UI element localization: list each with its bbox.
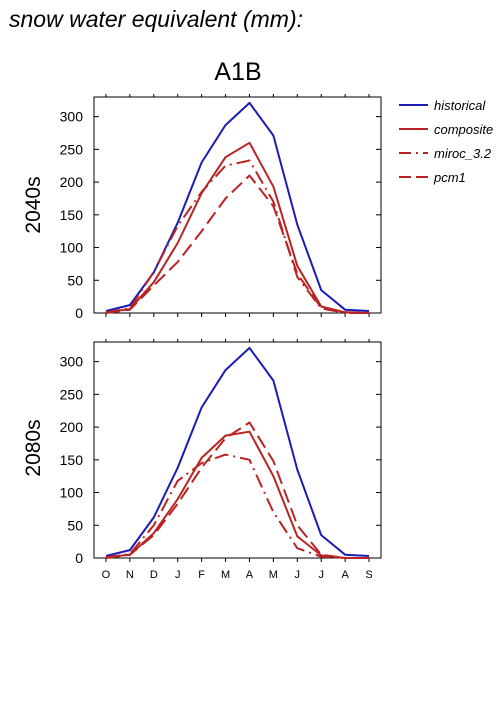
plot-frame <box>93 341 382 559</box>
legend-label-miroc-3-2: miroc_3.2 <box>434 146 492 161</box>
series-line-composite <box>105 141 370 314</box>
x-tick-label: J <box>175 569 181 581</box>
figure-title: snow water equivalent (mm): <box>9 6 303 32</box>
x-tick-label: S <box>365 569 372 581</box>
panel-2040s: 0 50 100 150 200 250 300 2040s <box>22 94 382 321</box>
series-line-pcm1 <box>105 421 369 559</box>
x-tick-label: F <box>198 569 205 581</box>
legend-label-composite: composite <box>434 122 493 137</box>
y-tick-label: 300 <box>60 109 84 125</box>
x-tick-label: N <box>126 569 134 581</box>
y-tick-label: 50 <box>67 517 83 533</box>
x-tick-label: D <box>150 569 158 581</box>
panel-2080s: 0 50 100 150 200 250 300 O N D J F M A M J J A S 2080s <box>22 339 382 581</box>
plot-frame <box>93 96 382 314</box>
legend-label-historical: historical <box>434 98 486 113</box>
y-tick-label: 0 <box>75 550 83 566</box>
y-tick-label: 250 <box>60 386 84 402</box>
x-tick-label: M <box>269 569 278 581</box>
panel-label: 2040s <box>22 176 45 233</box>
y-tick-label: 200 <box>60 174 84 190</box>
y-tick-label: 200 <box>60 419 84 435</box>
x-tick-label: M <box>221 569 230 581</box>
legend-label-pcm1: pcm1 <box>433 170 466 185</box>
scenario-title: A1B <box>214 58 261 86</box>
y-tick-label: 250 <box>60 141 84 157</box>
legend: historical composite miroc_3.2 pcm1 <box>399 98 493 185</box>
x-tick-label: J <box>295 569 301 581</box>
y-tick-label: 150 <box>60 207 84 223</box>
series-line-miroc-3-2 <box>105 453 369 559</box>
y-tick-label: 0 <box>75 305 83 321</box>
series-line-historical <box>105 346 370 557</box>
panel-label: 2080s <box>22 419 45 476</box>
y-tick-label: 300 <box>60 354 84 370</box>
y-tick-label: 100 <box>60 240 84 256</box>
series-line-historical <box>105 101 370 312</box>
series-line-pcm1 <box>105 174 370 314</box>
y-tick-label: 100 <box>60 485 84 501</box>
x-tick-label: A <box>246 569 254 581</box>
x-tick-label: J <box>318 569 324 581</box>
y-tick-label: 50 <box>67 272 83 288</box>
x-tick-label: A <box>341 569 349 581</box>
series-line-composite <box>105 430 369 559</box>
y-tick-label: 150 <box>60 452 84 468</box>
x-tick-label: O <box>102 569 111 581</box>
